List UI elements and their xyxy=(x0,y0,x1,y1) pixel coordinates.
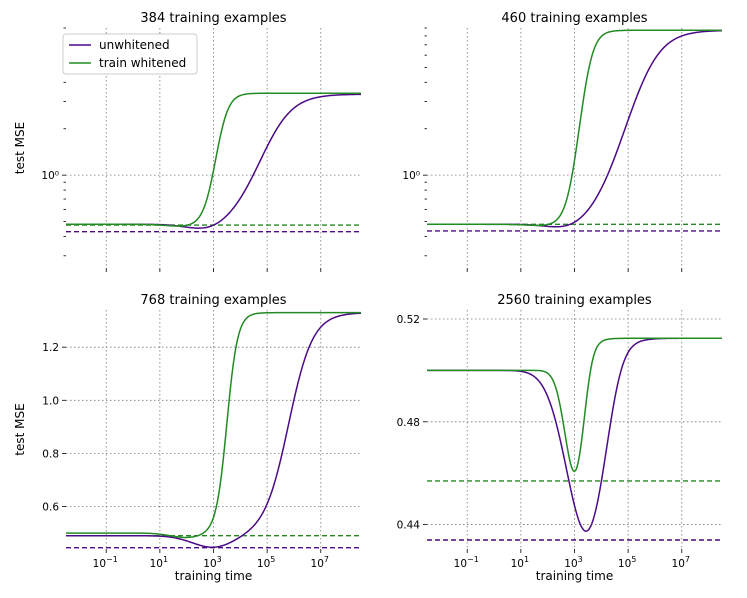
x-tick-label: 107 xyxy=(672,555,690,570)
y-tick-label: 0.48 xyxy=(397,417,420,429)
y-tick-label: 0.8 xyxy=(42,448,59,460)
subplot-4: 10−1 101 103 105 107 0.44 0.48 0.52 2560 trainin… xyxy=(397,293,722,583)
x-tick-label: 105 xyxy=(618,555,636,570)
y-tick-label: 1.2 xyxy=(42,342,59,354)
y-tick-label: 10⁰ xyxy=(41,170,59,182)
y-tick-label: 0.52 xyxy=(397,314,420,326)
subplot-2: 10⁰ 460 training examples xyxy=(402,11,723,272)
subplot-title: 384 training examples xyxy=(140,11,286,26)
x-tick-label: 103 xyxy=(203,555,221,570)
x-tick-label: 101 xyxy=(511,555,529,570)
x-tick-label: 105 xyxy=(257,555,275,570)
y-axis-label: test MSE xyxy=(13,403,27,455)
x-tick-label: 10−1 xyxy=(454,555,479,570)
y-tick-label: 0.44 xyxy=(397,520,421,532)
train-whitened-line xyxy=(427,337,722,473)
subplot-title: 768 training examples xyxy=(140,293,286,308)
y-tick-label: 10⁰ xyxy=(402,170,420,182)
x-tick-label: 10−1 xyxy=(93,555,118,570)
train-whitened-line xyxy=(66,311,361,539)
subplot-1: 10⁰ 384 training examples test MSE unwhiten… xyxy=(13,11,362,272)
legend-label: unwhitened xyxy=(99,38,170,52)
x-tick-label: 101 xyxy=(150,555,168,570)
subplot-title: 2560 training examples xyxy=(497,293,652,308)
x-tick-label: 103 xyxy=(564,555,582,570)
train-whitened-line xyxy=(427,29,722,227)
y-tick-label: 1.0 xyxy=(42,395,59,407)
subplot-3: 10−1 101 103 105 107 0.6 0.8 1.0 1.2 768 training… xyxy=(13,293,362,583)
y-axis-label: test MSE xyxy=(13,122,27,174)
x-tick-label: 107 xyxy=(311,555,329,570)
x-axis-label: training time xyxy=(536,569,613,583)
legend-box xyxy=(62,33,198,75)
train-whitened-line xyxy=(66,92,361,227)
legend-label: train whitened xyxy=(99,56,186,70)
x-axis-label: training time xyxy=(175,569,252,583)
y-tick-label: 0.6 xyxy=(42,502,59,514)
unwhitened-line xyxy=(66,312,362,548)
subplot-title: 460 training examples xyxy=(501,11,647,26)
legend: unwhitened train whitened xyxy=(62,33,198,75)
